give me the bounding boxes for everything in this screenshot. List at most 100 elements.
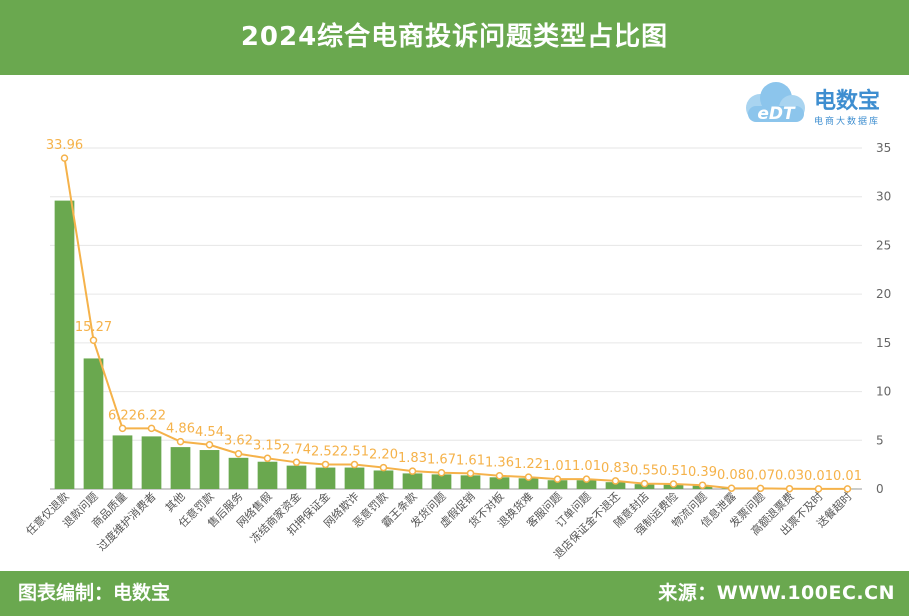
y-tick-label: 25 [876, 238, 891, 252]
bar [315, 467, 336, 489]
bar [402, 473, 423, 489]
data-label: 4.54 [195, 425, 224, 440]
data-label: 15.27 [75, 320, 112, 335]
data-label: 3.62 [224, 434, 253, 449]
data-label: 6.22 [137, 408, 166, 423]
line-point [524, 473, 533, 481]
y-tick-label: 15 [876, 336, 891, 350]
data-label: 0.07 [746, 468, 775, 483]
x-category-label: 任意仅退款 [23, 489, 72, 538]
line-point [698, 481, 707, 489]
y-tick-label: 0 [876, 482, 884, 496]
bar [257, 461, 278, 489]
line-point [234, 449, 243, 458]
y-tick-label: 35 [876, 141, 891, 155]
line-point [727, 484, 736, 492]
bar [286, 465, 307, 489]
data-label: 6.22 [108, 408, 137, 423]
y-tick-label: 10 [876, 385, 891, 399]
line-series [60, 154, 852, 493]
line-point [611, 477, 620, 485]
line-point [408, 467, 417, 475]
bar [431, 474, 452, 489]
chart-title: 2024综合电商投诉问题类型占比图 [240, 22, 669, 52]
line-point [814, 485, 823, 493]
bar [518, 478, 539, 489]
data-label: 3.15 [253, 438, 282, 453]
line-point [176, 437, 185, 446]
y-tick-label: 5 [876, 433, 884, 447]
bar [576, 480, 597, 489]
data-label: 0.83 [601, 461, 630, 476]
data-label: 1.61 [456, 453, 485, 468]
bar [605, 482, 626, 489]
line-point [437, 468, 446, 477]
line-point [379, 463, 388, 472]
bar [83, 358, 104, 489]
bar [489, 477, 510, 489]
bar [373, 470, 394, 489]
bar [112, 435, 133, 489]
data-label: 0.08 [717, 468, 746, 483]
data-label: 1.83 [398, 451, 427, 466]
line-point [89, 336, 98, 344]
data-label: 2.51 [340, 445, 369, 460]
footer-credit: 图表编制：电数宝 [18, 582, 171, 604]
bar [228, 457, 249, 489]
data-label: 2.20 [369, 448, 398, 463]
data-label: 1.01 [572, 459, 601, 474]
data-label: 2.74 [282, 442, 311, 457]
bar [344, 467, 365, 489]
y-tick-label: 20 [876, 287, 891, 301]
line-point [756, 484, 765, 493]
header-banner: 2024综合电商投诉问题类型占比图 [0, 0, 909, 75]
data-label: 33.96 [46, 138, 83, 153]
data-label: 1.01 [543, 459, 572, 474]
trend-line [63, 157, 848, 490]
line-point [60, 154, 69, 162]
logo-brand: 电数宝 [814, 88, 880, 114]
line-point [669, 480, 678, 488]
footer-source: 来源：WWW.100EC.CN [658, 582, 895, 604]
logo-mark: eDT [757, 104, 796, 124]
bar-series [54, 200, 858, 489]
data-label: 0.51 [659, 464, 688, 479]
bar [199, 450, 220, 489]
line-point [350, 460, 359, 469]
line-point [205, 441, 214, 449]
data-label: 0.39 [688, 465, 717, 480]
data-label: 0.01 [833, 469, 862, 484]
line-point [147, 424, 156, 433]
bar [54, 200, 75, 489]
data-label: 0.55 [630, 464, 659, 479]
line-point [843, 485, 852, 493]
cloud-icon [746, 82, 805, 122]
logo-subtitle: 电商大数据库 [814, 115, 880, 127]
data-label: 1.36 [485, 456, 514, 471]
line-point [640, 479, 649, 488]
line-point [118, 424, 127, 433]
data-label: 0.01 [804, 469, 833, 484]
edt-logo: eDT 电数宝 电商大数据库 [746, 82, 880, 127]
data-label: 1.22 [514, 457, 543, 472]
y-tick-label: 30 [876, 190, 891, 204]
line-point [495, 471, 504, 480]
data-label: 4.86 [166, 422, 195, 437]
bar [460, 475, 481, 489]
data-label: 2.52 [311, 444, 340, 459]
data-label: 0.03 [775, 469, 804, 484]
y-axis-ticks: 0 5 10 15 20 25 30 35 [876, 141, 891, 496]
line-point [582, 475, 591, 483]
bar [141, 436, 162, 489]
line-point [263, 454, 272, 463]
line-point [321, 460, 330, 469]
footer-banner: 图表编制：电数宝 来源：WWW.100EC.CN [0, 571, 909, 616]
line-point [466, 469, 475, 478]
line-point [292, 458, 301, 467]
x-category-label: 其他 [163, 490, 188, 515]
line-point [785, 484, 794, 493]
